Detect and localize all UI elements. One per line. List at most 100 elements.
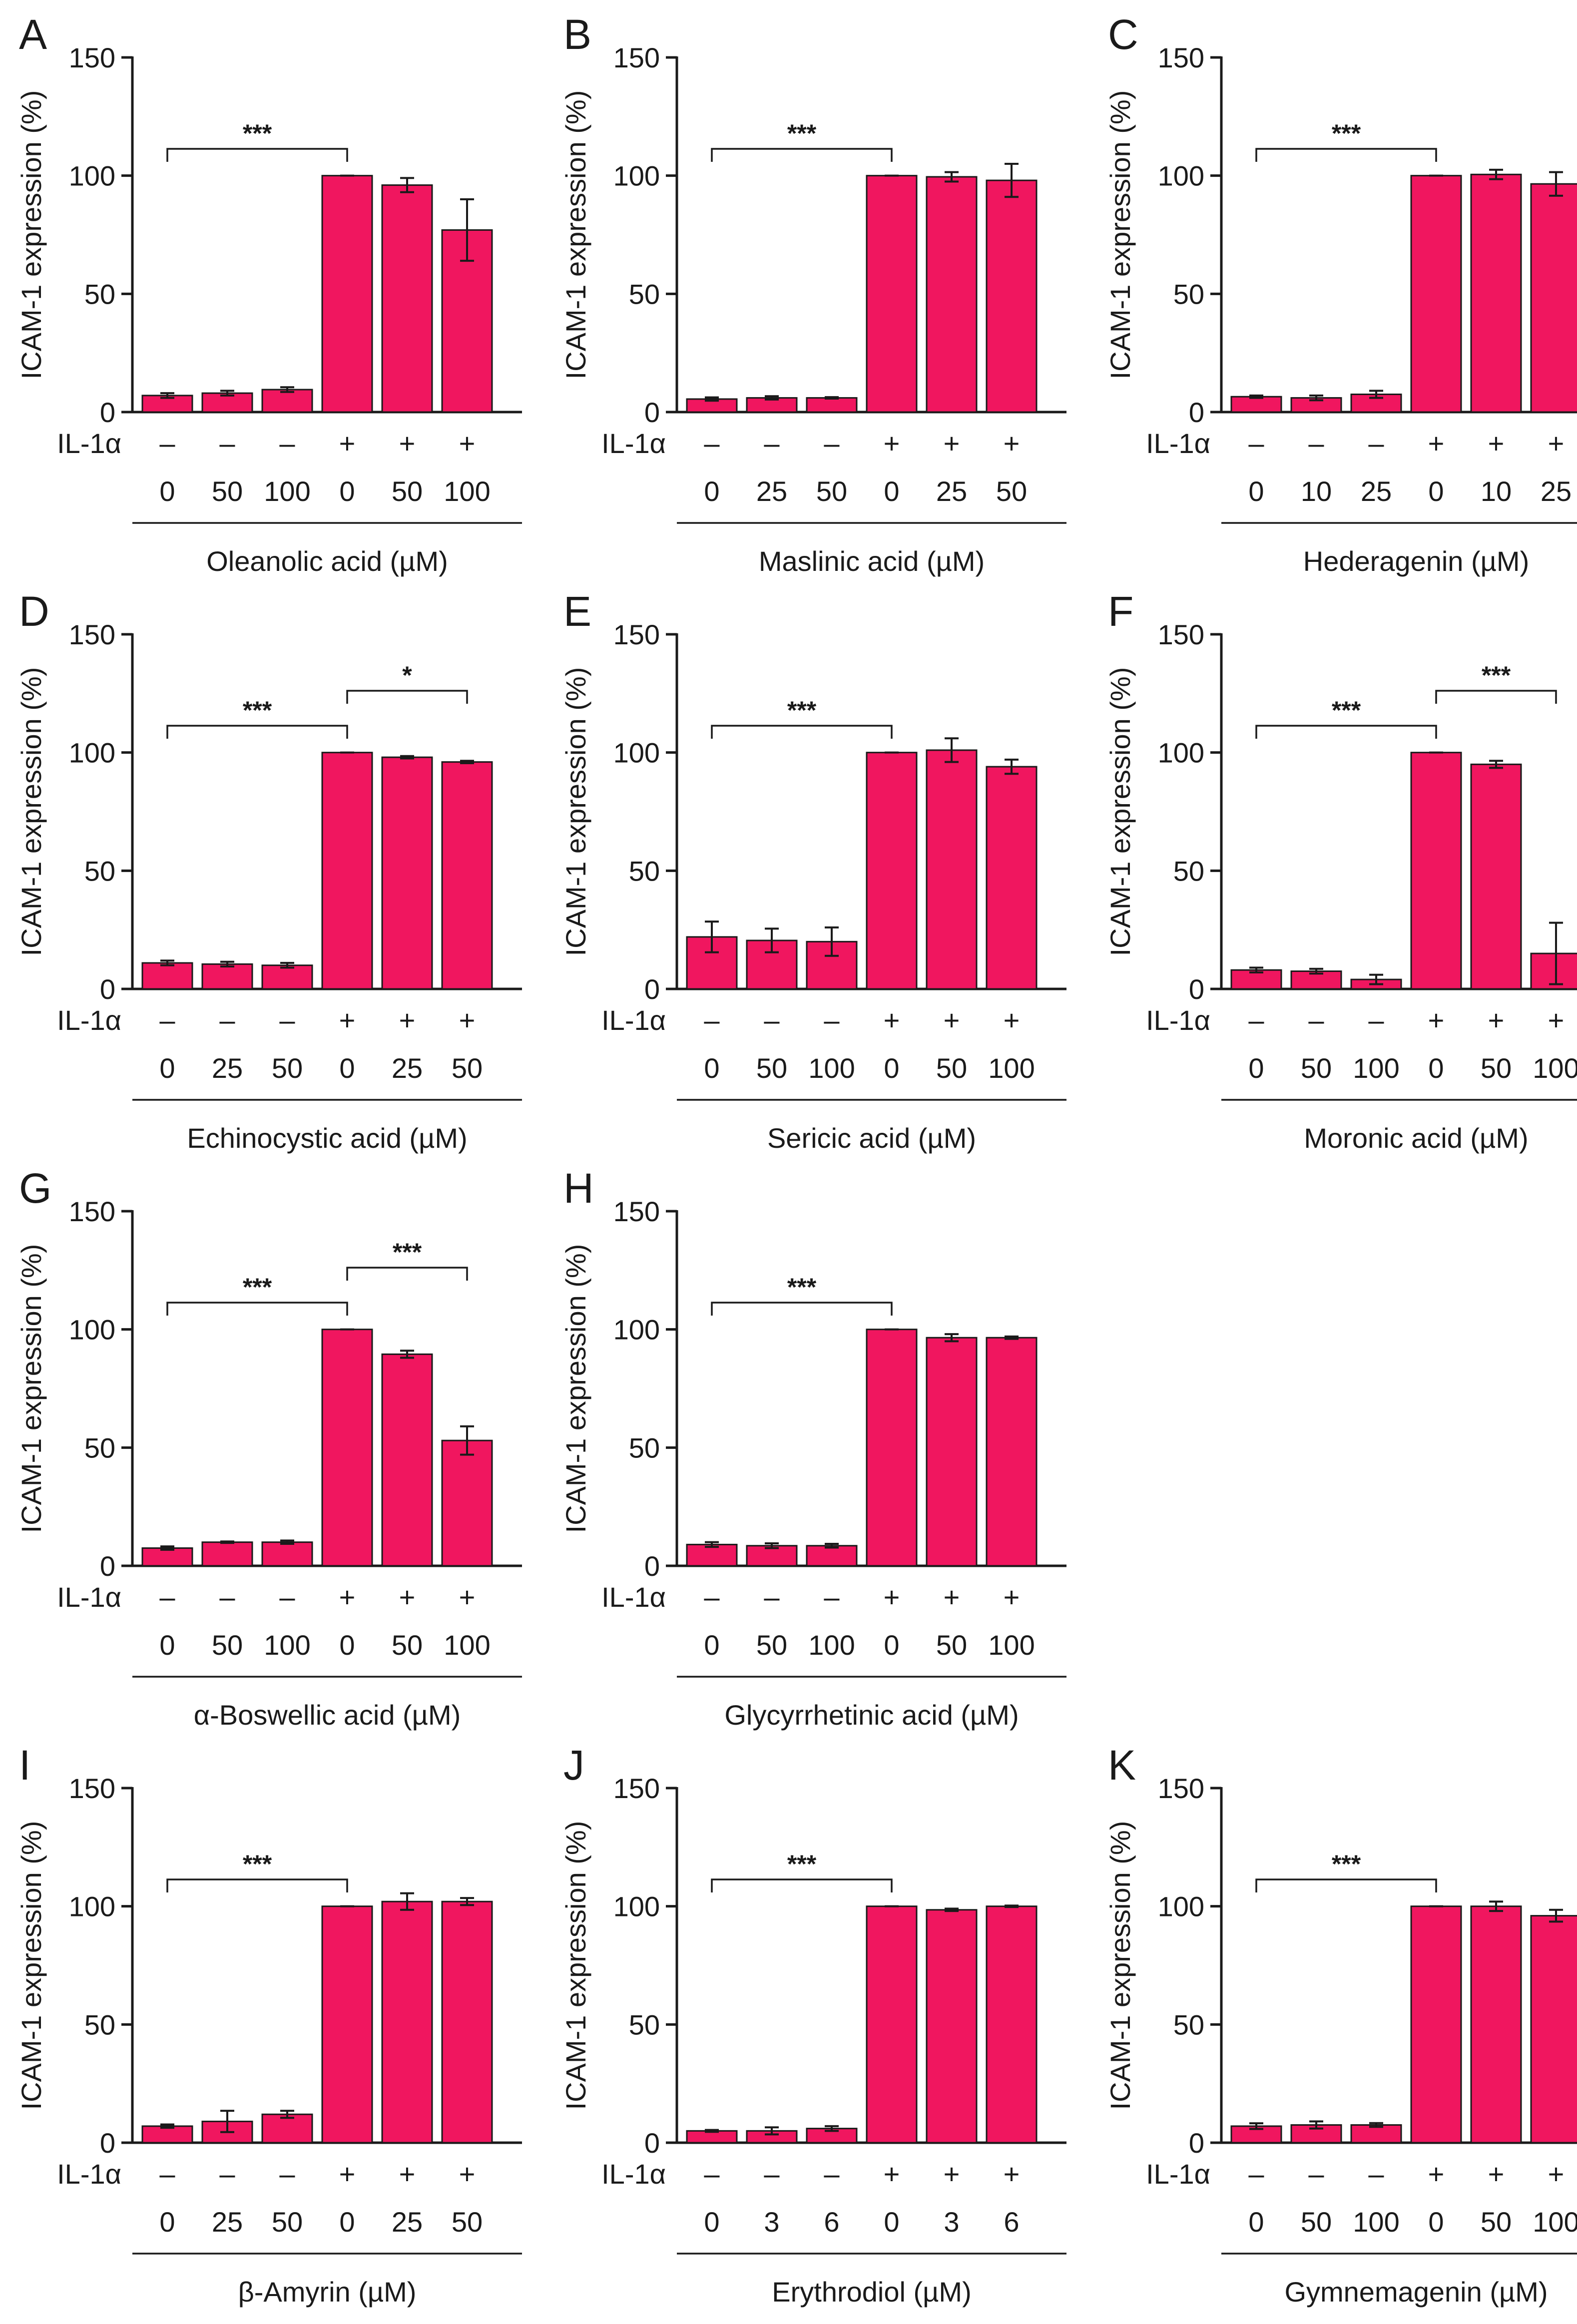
y-tick-label: 50	[1173, 855, 1204, 887]
bar	[321, 1905, 373, 2144]
panel-b: B ICAM-1 expression (%) 0 50 100 150 *** IL-1α –…	[560, 11, 1066, 577]
y-tick-label: 0	[1189, 397, 1204, 428]
panel-letter: K	[1108, 1742, 1136, 1789]
il1a-indicator: +	[1548, 428, 1565, 459]
bar	[201, 963, 253, 990]
x-tick-label: 0	[1428, 475, 1444, 507]
x-axis-title: Echinocystic acid (µM)	[187, 1122, 467, 1154]
x-tick-label: 100	[264, 475, 310, 507]
y-axis-title: ICAM-1 expression (%)	[560, 1821, 591, 2110]
panel-a: A ICAM-1 expression (%) 0 50 100 150 *** IL-1α –…	[15, 11, 522, 577]
x-tick-label: 100	[444, 1629, 490, 1661]
y-tick-label: 100	[613, 1314, 660, 1346]
bar	[926, 1909, 978, 2144]
x-tick-label: 0	[1248, 475, 1264, 507]
x-tick-label: 0	[704, 475, 719, 507]
x-tick-label: 0	[1428, 1052, 1444, 1084]
il1a-indicator: +	[399, 1581, 416, 1613]
il1a-indicator: –	[704, 428, 720, 459]
y-tick-label: 50	[629, 1432, 660, 1463]
il1a-row-label: IL-1α	[57, 1581, 121, 1613]
x-tick-label: 25	[212, 1052, 243, 1084]
il1a-row-label: IL-1α	[601, 428, 666, 459]
x-tick-label: 0	[1428, 2206, 1444, 2238]
significance-marker: ***	[1332, 1850, 1361, 1878]
y-tick-label: 150	[613, 1773, 660, 1804]
bar	[986, 1905, 1038, 2144]
y-tick-label: 0	[644, 973, 660, 1005]
y-tick-label: 150	[69, 619, 115, 650]
il1a-indicator: –	[1308, 428, 1324, 459]
bar	[441, 1900, 493, 2144]
x-axis-title: Glycyrrhetinic acid (µM)	[724, 1699, 1019, 1731]
il1a-indicator: –	[824, 1004, 840, 1036]
x-tick-label: 0	[704, 1629, 719, 1661]
il1a-indicator: +	[1004, 2158, 1020, 2190]
il1a-indicator: –	[219, 428, 235, 459]
y-tick-label: 100	[613, 737, 660, 769]
x-axis-title: β-Amyrin (µM)	[238, 2276, 417, 2308]
il1a-row-label: IL-1α	[601, 1581, 666, 1613]
y-tick-label: 100	[1158, 160, 1204, 192]
y-tick-label: 50	[1173, 278, 1204, 310]
x-tick-label: 50	[392, 1629, 423, 1661]
il1a-indicator: –	[764, 2158, 780, 2190]
y-tick-label: 150	[1158, 619, 1204, 650]
bar	[381, 184, 433, 413]
bar	[1410, 752, 1462, 990]
il1a-indicator: +	[339, 2158, 356, 2190]
il1a-row-label: IL-1α	[57, 1004, 121, 1036]
significance-marker: ***	[787, 1273, 817, 1301]
significance-bracket	[1255, 1878, 1437, 1892]
il1a-indicator: +	[944, 1004, 960, 1036]
il1a-indicator: +	[884, 2158, 900, 2190]
panel-letter: D	[19, 588, 49, 635]
bar	[381, 1900, 433, 2144]
x-tick-label: 100	[1353, 1052, 1399, 1084]
il1a-indicator: +	[1548, 2158, 1565, 2190]
il1a-indicator: –	[1248, 428, 1264, 459]
y-tick-label: 150	[613, 619, 660, 650]
bar	[321, 175, 373, 413]
il1a-indicator: +	[884, 1581, 900, 1613]
significance-bracket	[346, 690, 468, 704]
significance-marker: *	[402, 661, 412, 689]
il1a-indicator: +	[1488, 1004, 1505, 1036]
x-tick-label: 10	[1301, 475, 1332, 507]
x-tick-label: 0	[704, 1052, 719, 1084]
significance-bracket	[166, 1302, 348, 1316]
x-tick-label: 50	[756, 1052, 787, 1084]
significance-bracket	[711, 148, 893, 162]
y-axis-title: ICAM-1 expression (%)	[560, 667, 591, 956]
il1a-indicator: –	[159, 1581, 175, 1613]
bar	[866, 175, 918, 413]
x-axis-title: Gymnemagenin (µM)	[1284, 2276, 1548, 2308]
x-tick-label: 100	[1533, 2206, 1577, 2238]
x-tick-label: 50	[392, 475, 423, 507]
y-axis-title: ICAM-1 expression (%)	[560, 90, 591, 380]
x-tick-label: 50	[996, 475, 1027, 507]
il1a-row-label: IL-1α	[1146, 2158, 1210, 2190]
significance-bracket	[711, 725, 893, 739]
x-tick-label: 50	[1481, 2206, 1512, 2238]
panel-letter: A	[19, 11, 47, 58]
x-axis-title: Sericic acid (µM)	[767, 1122, 976, 1154]
il1a-indicator: +	[459, 2158, 476, 2190]
y-tick-label: 150	[69, 1773, 115, 1804]
bar	[381, 1353, 433, 1567]
x-tick-label: 50	[1301, 2206, 1332, 2238]
y-tick-label: 100	[613, 1891, 660, 1922]
y-tick-label: 0	[100, 1550, 115, 1582]
x-tick-label: 50	[452, 1052, 483, 1084]
il1a-indicator: –	[1308, 2158, 1324, 2190]
x-tick-label: 100	[1353, 2206, 1399, 2238]
significance-bracket	[1255, 725, 1437, 739]
il1a-row-label: IL-1α	[601, 1004, 666, 1036]
bar	[866, 1329, 918, 1567]
x-tick-label: 3	[764, 2206, 779, 2238]
y-tick-label: 0	[1189, 973, 1204, 1005]
y-tick-label: 50	[84, 2009, 115, 2040]
bar	[986, 1337, 1038, 1567]
bar	[201, 1541, 253, 1567]
